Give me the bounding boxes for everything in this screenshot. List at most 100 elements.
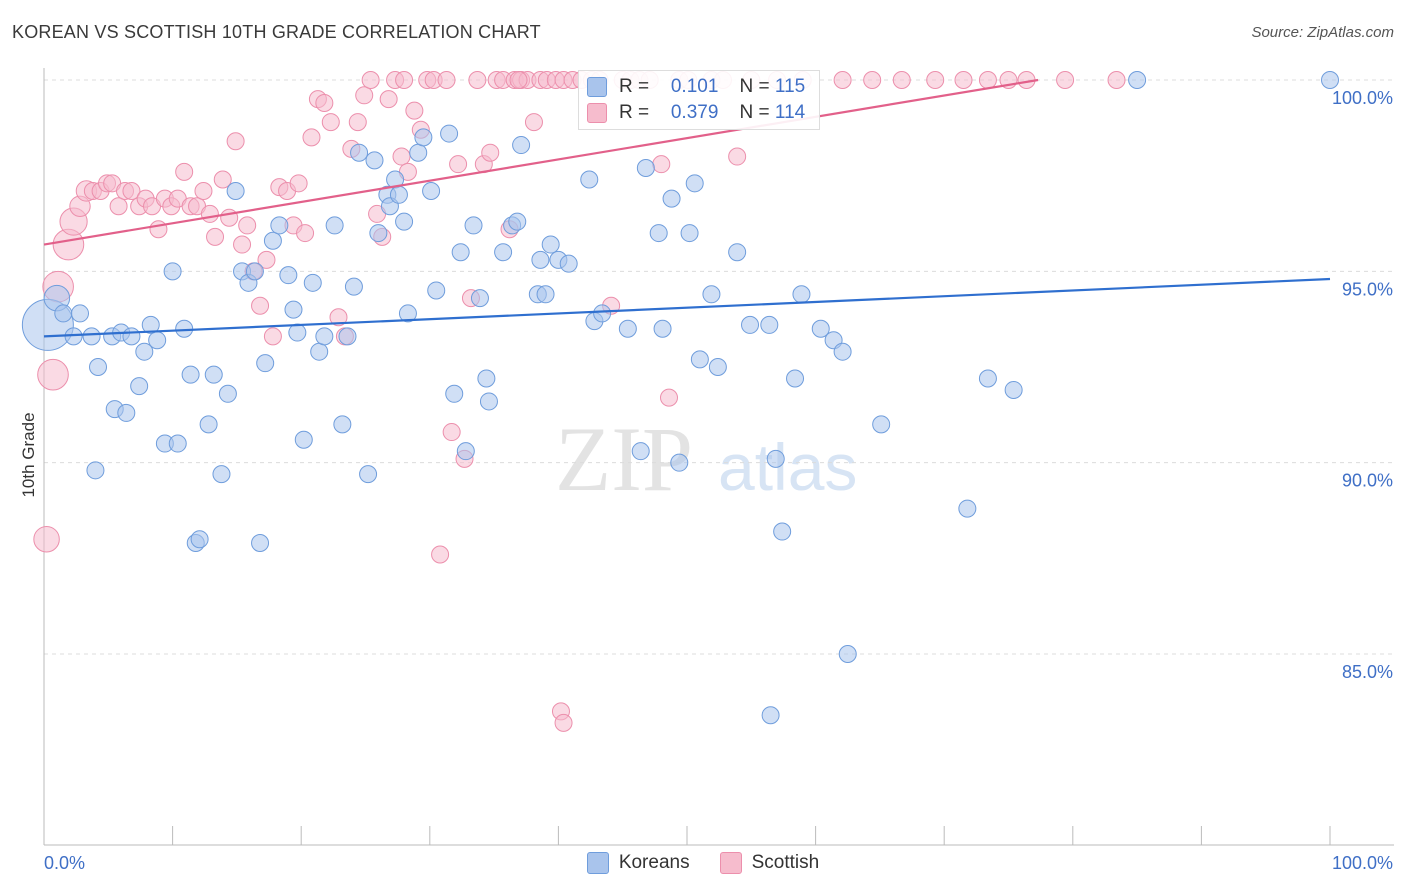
scottish-point <box>468 71 487 89</box>
korean-point <box>838 645 857 663</box>
scottish-point <box>302 128 321 147</box>
korean-point <box>365 151 384 170</box>
scottish-point <box>226 132 245 151</box>
korean-point <box>135 342 154 361</box>
trend-lines <box>43 78 1331 338</box>
scottish-point <box>1056 71 1075 89</box>
scottish-point <box>1107 71 1126 89</box>
korean-point <box>494 243 513 262</box>
scottish-n-value: 114 <box>774 102 806 123</box>
stats-legend: R = 0.101 N = 115 R = 0.379 N = 114 <box>578 70 820 130</box>
y-tick-label: 100.0% <box>1332 88 1393 108</box>
korean-point <box>653 319 672 338</box>
scottish-swatch <box>587 103 607 123</box>
scottish-r-label: R = <box>619 102 650 123</box>
korean-point <box>398 304 417 323</box>
korean-point <box>359 465 378 484</box>
scottish-point <box>431 545 450 564</box>
watermark-zip: ZIP <box>555 408 693 510</box>
korean-point <box>531 250 550 269</box>
korean-point <box>479 392 498 411</box>
korean-point <box>71 304 90 323</box>
korean-point <box>440 124 459 143</box>
scottish-points <box>33 71 1126 732</box>
korean-n-label: N = <box>739 76 770 97</box>
korean-point <box>163 262 182 281</box>
korean-point <box>218 384 237 403</box>
korean-point <box>773 522 792 541</box>
scottish-point <box>251 296 270 315</box>
korean-point <box>414 128 433 147</box>
scottish-legend-label: Scottish <box>751 852 820 873</box>
korean-point <box>470 289 489 308</box>
korean-point <box>1128 71 1147 89</box>
scottish-point <box>554 713 573 732</box>
chart-title: KOREAN VS SCOTTISH 10TH GRADE CORRELATIO… <box>12 22 541 42</box>
scottish-point <box>233 235 252 254</box>
scottish-point <box>109 197 128 216</box>
scottish-point <box>37 358 69 391</box>
scottish-point <box>122 181 141 200</box>
korean-point <box>761 706 780 725</box>
korean-point <box>508 212 527 231</box>
scottish-point <box>33 525 60 553</box>
korean-point <box>315 327 334 346</box>
korean-point <box>325 216 344 235</box>
korean-point <box>958 499 977 518</box>
scottish-point <box>524 113 543 132</box>
scottish-point <box>652 155 671 174</box>
korean-point <box>190 530 209 549</box>
korean-point <box>168 434 187 453</box>
scottish-point <box>194 181 213 200</box>
korean-point <box>130 377 149 396</box>
korean-point <box>122 327 141 346</box>
korean-point <box>786 369 805 388</box>
korean-point <box>978 369 997 388</box>
korean-point <box>422 181 441 200</box>
korean-point <box>445 384 464 403</box>
korean-point <box>294 430 313 449</box>
scottish-point <box>361 71 380 89</box>
scottish-point <box>379 90 398 109</box>
x-tick-label-min: 0.0% <box>44 853 85 873</box>
axis-labels: 100.0% 95.0% 90.0% 85.0% 0.0% 100.0% 10th Grad… <box>19 88 1393 873</box>
korean-point <box>1004 380 1023 399</box>
scottish-point <box>321 113 340 132</box>
korean-point <box>741 315 760 334</box>
x-tick-label-max: 100.0% <box>1332 853 1393 873</box>
scottish-trend-line <box>43 78 1039 246</box>
scottish-point <box>833 71 852 89</box>
korean-point <box>303 273 322 292</box>
korean-point <box>89 358 108 376</box>
scottish-point <box>175 162 194 181</box>
korean-point <box>117 403 136 422</box>
scottish-point <box>257 250 276 269</box>
scottish-point <box>395 71 414 89</box>
korean-point <box>226 181 245 200</box>
legend-item-koreans: Koreans <box>586 852 690 874</box>
korean-swatch <box>587 77 607 97</box>
korean-point <box>760 315 779 334</box>
korean-point <box>872 415 891 434</box>
korean-point <box>636 159 655 178</box>
series-legend: Koreans Scottish <box>0 852 1406 874</box>
korean-point <box>395 212 414 231</box>
korean-point <box>389 185 408 204</box>
scottish-point <box>348 113 367 132</box>
korean-point <box>618 319 637 338</box>
korean-point <box>811 319 830 338</box>
y-tick-label: 85.0% <box>1342 662 1393 682</box>
korean-point <box>708 358 727 376</box>
legend-row-koreans: R = 0.101 N = 115 <box>587 75 805 99</box>
korean-point <box>536 285 555 304</box>
korean-point <box>559 254 578 273</box>
korean-point <box>82 327 101 346</box>
scottish-point <box>728 147 747 166</box>
scottish-legend-swatch <box>719 852 742 874</box>
korean-r-value: 0.101 <box>670 76 719 97</box>
korean-point <box>212 465 231 484</box>
scottish-point <box>149 220 168 239</box>
y-axis-title: 10th Grade <box>19 412 38 497</box>
scottish-point <box>892 71 911 89</box>
